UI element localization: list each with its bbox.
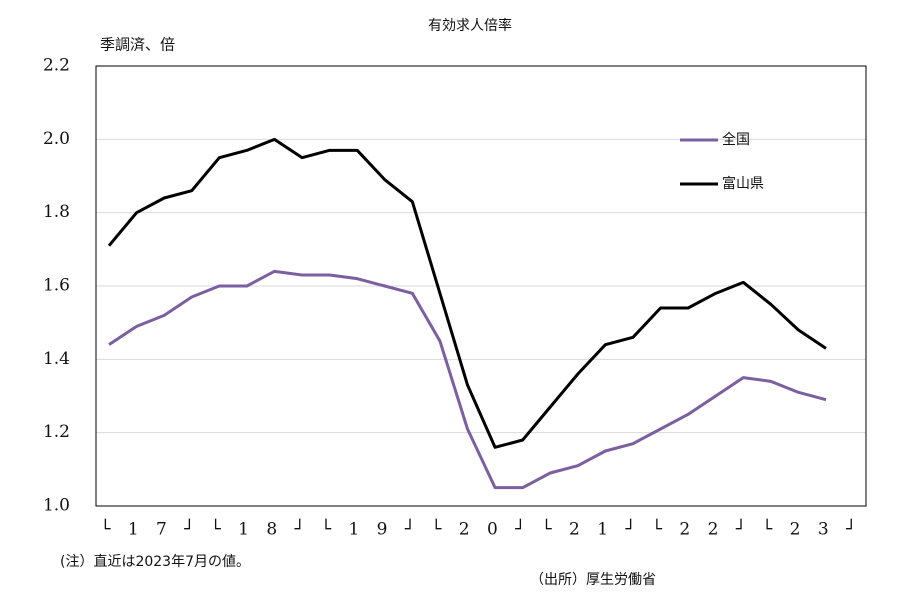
- legend-label: 富山県: [722, 175, 764, 192]
- x-group-label: └ 2 1 ┘: [541, 519, 641, 540]
- x-group-label: └ 2 2 ┘: [652, 519, 752, 540]
- y-tick-label: 1.0: [43, 496, 70, 516]
- x-group-label: └ 2 3 ┘: [762, 519, 862, 540]
- source: （出所）厚生労働省: [530, 572, 656, 588]
- line-series: [108, 269, 827, 490]
- legend-label: 全国: [722, 131, 750, 148]
- x-group-label: └ 1 8 ┘: [211, 519, 311, 540]
- note: (注）直近は2023年7月の値。: [60, 553, 250, 570]
- x-group-label: └ 1 7 ┘: [100, 519, 200, 540]
- plot-border: [95, 65, 867, 507]
- line-series: [107, 137, 827, 449]
- y-tick-label: 1.8: [43, 202, 70, 222]
- y-tick-label: 1.6: [43, 276, 70, 296]
- x-group-label: └ 1 9 ┘: [321, 519, 421, 540]
- x-group-label: └ 2 0 ┘: [431, 519, 531, 540]
- y-tick-label: 2.2: [43, 56, 70, 76]
- y-tick-label: 1.4: [43, 349, 70, 369]
- chart-title: 有効求人倍率: [428, 17, 512, 34]
- y-tick-label: 1.2: [43, 422, 70, 442]
- y-axis-label: 季調済、倍: [100, 36, 175, 54]
- y-tick-label: 2.0: [43, 129, 70, 149]
